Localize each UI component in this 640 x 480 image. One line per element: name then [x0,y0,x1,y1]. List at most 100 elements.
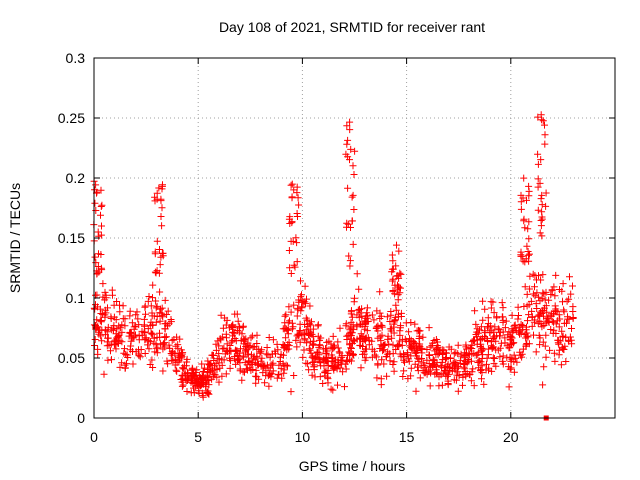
data-point [548,286,556,294]
data-point [568,325,575,332]
data-point [356,342,364,350]
data-point [494,346,502,354]
data-point [532,348,540,356]
data-point [128,319,136,327]
data-point [350,337,358,345]
data-point [468,357,475,365]
data-point [156,288,164,296]
data-point [292,336,300,344]
data-point [269,336,277,344]
data-point [478,355,486,362]
y-tick-label: 0.1 [66,290,86,306]
data-point [239,353,247,361]
data-point [445,343,453,351]
data-point [307,329,315,337]
data-point [569,314,577,321]
data-point [236,349,244,357]
data-point [92,259,100,267]
data-point [217,336,225,344]
data-point [218,372,226,380]
data-point [390,318,398,326]
data-point [98,222,105,230]
data-point [209,351,217,359]
data-point [240,340,248,348]
data-point [104,356,112,364]
data-point [311,373,319,381]
data-point [112,345,120,353]
data-point [377,375,385,383]
data-point [314,322,322,330]
data-point [293,239,301,247]
data-point [437,361,445,369]
data-point [204,357,212,365]
data-point [92,325,100,333]
data-point [355,285,363,293]
data-point [93,188,101,196]
data-point [413,347,421,354]
data-point [219,324,227,332]
data-point [293,312,301,320]
y-tick-label: 0.25 [58,110,85,126]
data-point [263,344,271,351]
data-point [541,121,548,129]
data-point [391,290,399,298]
data-point [540,363,548,371]
data-point [542,319,550,327]
data-point [459,381,466,389]
data-point [259,369,267,377]
data-point [149,330,157,338]
data-point [484,351,492,359]
data-point [172,366,180,374]
data-point [107,315,115,322]
data-point [373,307,381,315]
data-point [273,340,281,348]
data-point [478,362,486,370]
data-point [455,372,463,380]
data-point [94,228,102,236]
data-point [538,116,546,124]
data-point [287,308,295,316]
data-point [363,309,371,317]
data-point [232,360,240,368]
data-point [265,334,273,341]
data-point [538,232,546,240]
data-point [359,350,366,358]
data-point [344,184,352,192]
data-point [156,261,164,269]
data-point [288,194,296,202]
data-point [221,314,229,322]
data-point [293,258,301,266]
data-point [153,237,161,245]
data-point [220,356,228,364]
data-point [478,346,486,354]
data-point [488,367,496,375]
x-axis-label: GPS time / hours [299,458,406,474]
data-point [107,347,114,355]
data-point [506,344,514,352]
data-point [343,336,351,343]
data-point [527,297,535,305]
data-point [216,335,224,343]
data-point [157,197,165,205]
data-point [569,308,577,315]
data-point [282,311,290,319]
data-point [454,387,462,395]
data-point [425,360,433,367]
data-point [438,381,446,389]
data-point [97,211,104,219]
data-point [443,372,451,380]
data-point [557,361,565,369]
data-point [146,361,154,368]
data-point [393,272,401,280]
data-point [222,370,230,378]
y-tick-label: 0.05 [58,350,85,366]
data-point [499,352,507,360]
data-point [155,269,163,277]
data-point [534,206,542,214]
data-point [238,376,246,384]
data-point [403,349,411,357]
data-point [378,356,386,364]
data-point [433,338,441,346]
data-point [293,189,301,197]
